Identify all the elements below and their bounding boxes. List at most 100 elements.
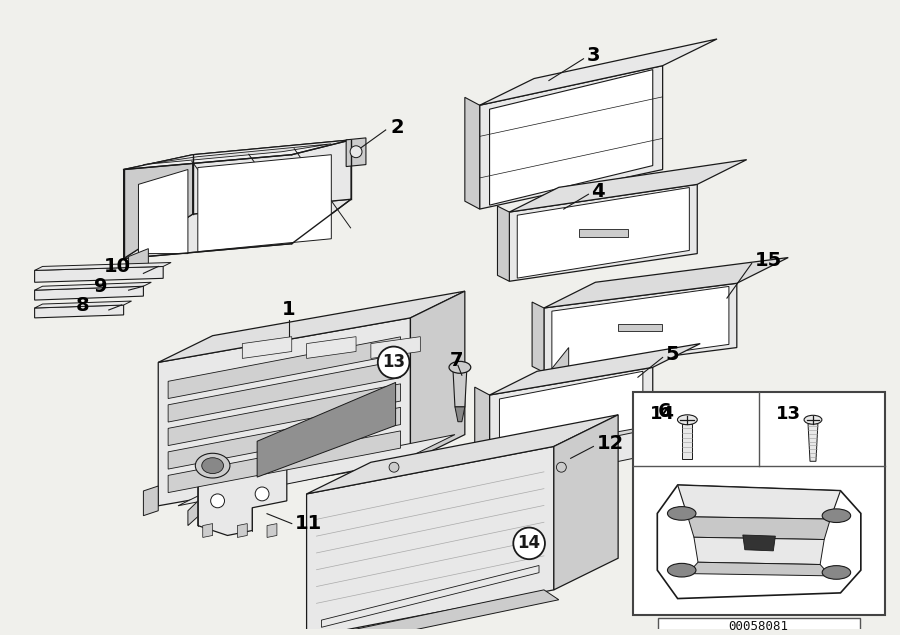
Polygon shape xyxy=(317,590,559,635)
Polygon shape xyxy=(178,434,454,506)
Circle shape xyxy=(389,462,399,472)
Circle shape xyxy=(211,494,224,508)
Ellipse shape xyxy=(668,563,696,577)
Polygon shape xyxy=(518,187,689,278)
Polygon shape xyxy=(532,302,544,372)
Polygon shape xyxy=(509,159,747,212)
Polygon shape xyxy=(678,485,841,519)
Polygon shape xyxy=(694,537,824,565)
Polygon shape xyxy=(657,485,860,599)
Polygon shape xyxy=(168,360,400,422)
Polygon shape xyxy=(143,486,158,516)
Polygon shape xyxy=(410,291,464,461)
Text: 10: 10 xyxy=(104,257,130,276)
Polygon shape xyxy=(480,39,717,105)
Polygon shape xyxy=(198,155,331,251)
Circle shape xyxy=(556,462,566,472)
Circle shape xyxy=(513,528,544,559)
Polygon shape xyxy=(321,566,539,627)
Polygon shape xyxy=(682,424,692,459)
Polygon shape xyxy=(34,286,143,300)
Text: 14: 14 xyxy=(518,535,541,552)
Ellipse shape xyxy=(449,361,471,373)
Polygon shape xyxy=(242,337,292,358)
Text: 13: 13 xyxy=(776,405,801,423)
Polygon shape xyxy=(490,367,652,464)
Text: 4: 4 xyxy=(591,182,605,201)
Polygon shape xyxy=(34,301,131,308)
Polygon shape xyxy=(509,184,698,281)
Polygon shape xyxy=(544,258,788,308)
Polygon shape xyxy=(168,384,400,446)
Polygon shape xyxy=(494,418,696,464)
Polygon shape xyxy=(123,140,351,170)
Ellipse shape xyxy=(804,415,822,424)
Bar xyxy=(658,618,860,635)
Polygon shape xyxy=(307,337,356,358)
Polygon shape xyxy=(34,305,123,318)
Polygon shape xyxy=(158,318,410,506)
Polygon shape xyxy=(490,344,700,395)
Polygon shape xyxy=(371,337,420,358)
Circle shape xyxy=(378,347,410,378)
Bar xyxy=(633,392,886,615)
Text: 14: 14 xyxy=(650,405,675,423)
Polygon shape xyxy=(143,144,331,164)
Polygon shape xyxy=(168,431,400,493)
Polygon shape xyxy=(202,524,212,537)
Polygon shape xyxy=(257,382,396,477)
Text: 8: 8 xyxy=(76,295,90,314)
Text: 1: 1 xyxy=(282,300,295,319)
Polygon shape xyxy=(238,524,248,537)
Polygon shape xyxy=(490,70,652,205)
Polygon shape xyxy=(168,408,400,469)
Polygon shape xyxy=(307,446,554,635)
Circle shape xyxy=(256,487,269,501)
Polygon shape xyxy=(188,464,238,526)
Polygon shape xyxy=(544,283,737,372)
Polygon shape xyxy=(198,466,287,535)
Text: 3: 3 xyxy=(587,46,600,65)
Text: 15: 15 xyxy=(754,251,782,270)
Ellipse shape xyxy=(195,453,230,478)
Polygon shape xyxy=(307,415,618,494)
Polygon shape xyxy=(552,286,729,369)
Ellipse shape xyxy=(823,509,850,523)
Ellipse shape xyxy=(678,415,698,425)
Text: 13: 13 xyxy=(382,354,405,371)
Bar xyxy=(579,229,628,237)
Polygon shape xyxy=(480,65,662,209)
Polygon shape xyxy=(346,138,366,166)
Polygon shape xyxy=(267,524,277,537)
Polygon shape xyxy=(498,206,509,281)
Bar xyxy=(618,324,662,331)
Polygon shape xyxy=(808,424,818,461)
Polygon shape xyxy=(504,432,643,484)
Polygon shape xyxy=(123,155,193,258)
Circle shape xyxy=(350,146,362,157)
Polygon shape xyxy=(500,371,643,460)
Polygon shape xyxy=(549,347,569,390)
Text: 2: 2 xyxy=(391,119,404,138)
Polygon shape xyxy=(193,140,351,214)
Polygon shape xyxy=(34,283,151,290)
Polygon shape xyxy=(34,267,163,283)
Polygon shape xyxy=(742,535,776,551)
Text: 12: 12 xyxy=(597,434,624,453)
Text: 11: 11 xyxy=(294,514,322,533)
Text: 5: 5 xyxy=(666,345,680,364)
Polygon shape xyxy=(464,97,480,209)
Text: 7: 7 xyxy=(450,351,464,370)
Ellipse shape xyxy=(202,458,223,474)
Polygon shape xyxy=(129,249,148,274)
Ellipse shape xyxy=(668,507,696,520)
Polygon shape xyxy=(474,387,490,464)
Polygon shape xyxy=(168,337,400,399)
Polygon shape xyxy=(453,370,467,407)
Polygon shape xyxy=(139,170,188,253)
Polygon shape xyxy=(158,291,464,363)
Text: 6: 6 xyxy=(658,403,671,422)
Polygon shape xyxy=(123,199,351,258)
Polygon shape xyxy=(688,517,831,540)
Text: 9: 9 xyxy=(94,277,107,296)
